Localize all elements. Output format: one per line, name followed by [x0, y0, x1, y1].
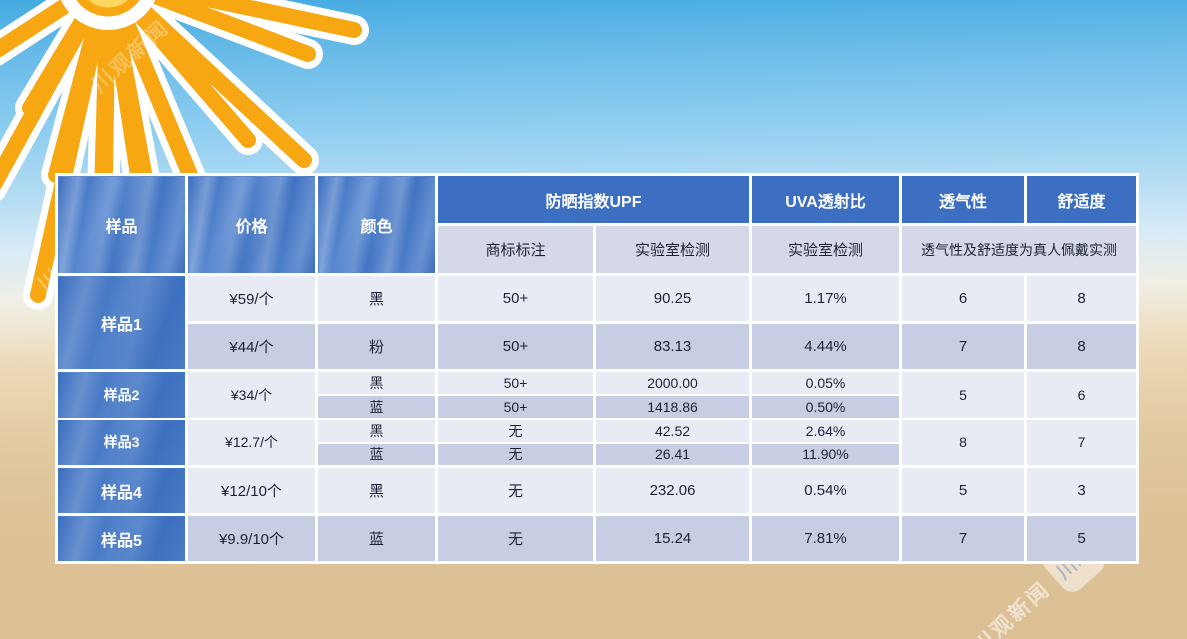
table-row: 样品2 ¥34/个 黑 50+ 2000.00 0.05% 5 6	[55, 369, 1140, 420]
upf-lab-cell: 90.25	[592, 273, 753, 324]
color-cell: 黑	[315, 273, 438, 324]
subheader-uva-lab: 实验室检测	[749, 223, 903, 276]
col-header-color: 颜色	[315, 173, 438, 276]
col-header-uva-group: UVA透射比	[749, 173, 903, 226]
color-cell: 蓝	[315, 393, 438, 420]
table-row: ¥44/个 粉 50+ 83.13 4.44% 7 8	[57, 321, 1140, 372]
color-cell: 蓝	[315, 441, 438, 468]
breathability-cell: 7	[899, 513, 1028, 564]
comfort-cell: 8	[1024, 321, 1140, 372]
upf-lab-cell: 83.13	[592, 321, 753, 372]
price-cell: ¥12.7/个	[185, 417, 318, 468]
subheader-note: 透气性及舒适度为真人佩戴实测	[899, 223, 1140, 276]
uva-cell: 0.05%	[749, 369, 903, 396]
upf-label-cell: 无	[435, 441, 596, 468]
subheader-upf-lab: 实验室检测	[592, 223, 753, 276]
comfort-cell: 5	[1024, 513, 1140, 564]
uva-cell: 0.54%	[749, 465, 903, 516]
price-cell: ¥59/个	[185, 273, 318, 324]
uva-cell: 0.50%	[749, 393, 903, 420]
col-header-sample: 样品	[55, 173, 188, 276]
color-cell: 黑	[315, 369, 438, 396]
comfort-cell: 8	[1024, 273, 1140, 324]
breathability-cell: 7	[899, 321, 1028, 372]
color-cell: 蓝	[315, 513, 438, 564]
upf-label-cell: 无	[435, 465, 596, 516]
comfort-cell: 7	[1024, 417, 1140, 468]
sample-name: 样品1	[55, 273, 188, 372]
watermark-brand-text: 川观新闻	[87, 15, 175, 97]
upf-label-cell: 50+	[435, 393, 596, 420]
table-row: 蓝 无 26.41 11.90%	[57, 441, 1138, 468]
subheader-upf-label: 商标标注	[435, 223, 596, 276]
upf-label-cell: 50+	[435, 369, 596, 396]
breathability-cell: 6	[899, 273, 1028, 324]
upf-label-cell: 无	[435, 417, 596, 444]
upf-label-cell: 无	[435, 513, 596, 564]
col-header-price: 价格	[185, 173, 318, 276]
upf-lab-cell: 2000.00	[592, 369, 753, 396]
table-row: 样品1 ¥59/个 黑 50+ 90.25 1.17% 6 8	[55, 273, 1140, 372]
comfort-cell: 3	[1024, 465, 1140, 516]
header-row-2: 商标标注 实验室检测 实验室检测 透气性及舒适度为真人佩戴实测	[57, 223, 1140, 276]
uva-cell: 11.90%	[749, 441, 903, 468]
upf-lab-cell: 232.06	[592, 465, 753, 516]
table-row: 蓝 50+ 1418.86 0.50%	[57, 393, 1138, 420]
breathability-cell: 5	[899, 465, 1028, 516]
comfort-cell: 6	[1024, 369, 1140, 420]
watermark: 川观新闻	[84, 12, 175, 99]
header-row-1: 样品 价格 颜色 防晒指数UPF UVA透射比 透气性 舒适度	[55, 173, 1140, 276]
breathability-cell: 8	[899, 417, 1028, 468]
sample-name: 样品3	[55, 417, 188, 468]
price-cell: ¥44/个	[185, 321, 318, 372]
watermark-brand-text: 川观新闻	[968, 577, 1056, 639]
color-cell: 黑	[315, 417, 438, 444]
product-test-table: 样品 价格 颜色 防晒指数UPF UVA透射比 透气性 舒适度 商标标注 实验室…	[55, 173, 1140, 564]
table-row: 样品5 ¥9.9/10个 蓝 无 15.24 7.81% 7 5	[55, 513, 1140, 564]
col-header-comfort: 舒适度	[1024, 173, 1140, 226]
price-cell: ¥12/10个	[185, 465, 318, 516]
uva-cell: 2.64%	[749, 417, 903, 444]
table-row: 样品4 ¥12/10个 黑 无 232.06 0.54% 5 3	[55, 465, 1140, 516]
color-cell: 黑	[315, 465, 438, 516]
price-cell: ¥9.9/10个	[185, 513, 318, 564]
col-header-breathability: 透气性	[899, 173, 1028, 226]
upf-lab-cell: 26.41	[592, 441, 753, 468]
color-cell: 粉	[315, 321, 438, 372]
upf-lab-cell: 1418.86	[592, 393, 753, 420]
uva-cell: 7.81%	[749, 513, 903, 564]
sample-name: 样品2	[55, 369, 188, 420]
upf-lab-cell: 42.52	[592, 417, 753, 444]
sample-name: 样品4	[55, 465, 188, 516]
comparison-table: 样品 价格 颜色 防晒指数UPF UVA透射比 透气性 舒适度 商标标注 实验室…	[55, 173, 1140, 564]
price-cell: ¥34/个	[185, 369, 318, 420]
upf-lab-cell: 15.24	[592, 513, 753, 564]
upf-label-cell: 50+	[435, 273, 596, 324]
uva-cell: 1.17%	[749, 273, 903, 324]
uva-cell: 4.44%	[749, 321, 903, 372]
col-header-upf-group: 防晒指数UPF	[434, 173, 753, 226]
breathability-cell: 5	[899, 369, 1028, 420]
sample-name: 样品5	[55, 513, 188, 564]
table-row: 样品3 ¥12.7/个 黑 无 42.52 2.64% 8 7	[55, 417, 1140, 468]
upf-label-cell: 50+	[435, 321, 596, 372]
